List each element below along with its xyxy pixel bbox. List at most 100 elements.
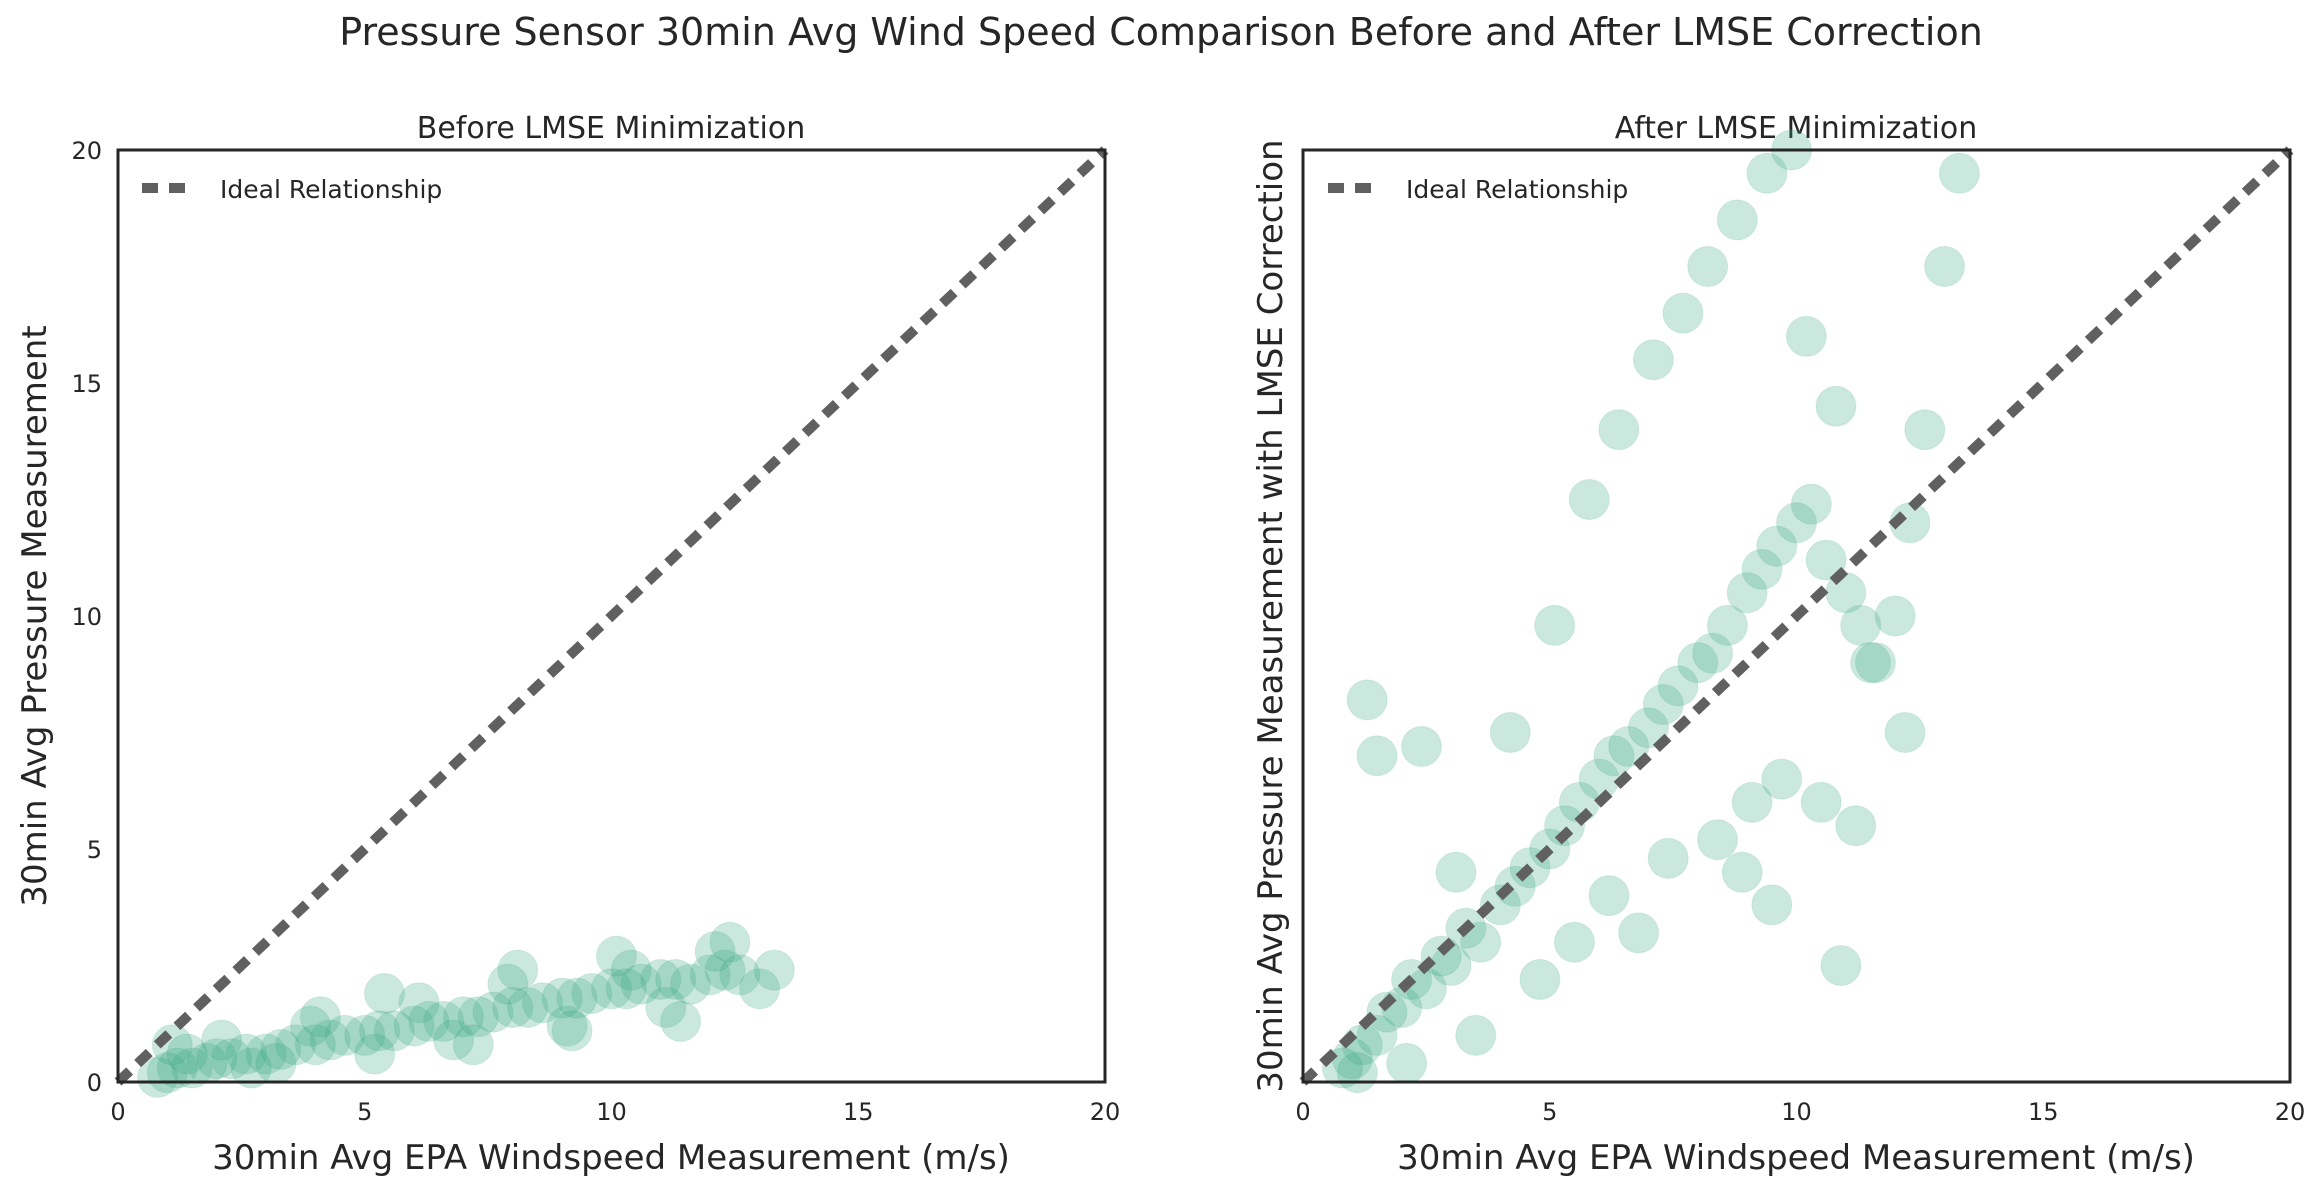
before-data-point — [497, 949, 539, 991]
after-data-point — [1874, 595, 1916, 637]
after-chart-title: After LMSE Minimization — [1615, 111, 1977, 146]
after-data-point — [1726, 572, 1768, 614]
after-data-point — [1618, 912, 1660, 954]
after-ideal-line — [1299, 146, 2294, 1086]
before-data-point — [442, 996, 484, 1038]
before-data-point — [541, 977, 583, 1019]
after-data-point — [1588, 875, 1630, 917]
before-data-point — [309, 1019, 351, 1061]
before-data-point — [620, 963, 662, 1005]
after-data-point — [1568, 479, 1610, 520]
figure-title: Pressure Sensor 30min Avg Wind Speed Com… — [339, 10, 1983, 54]
before-data-point — [521, 982, 563, 1024]
before-data-point — [591, 968, 632, 1010]
before-ideal-line — [114, 146, 1109, 1086]
before-data-point — [393, 1005, 435, 1047]
before-data-point — [507, 986, 549, 1028]
after-data-point — [1489, 712, 1531, 753]
after-data-point — [1455, 1014, 1497, 1056]
before-legend-label: Ideal Relationship — [220, 175, 442, 204]
before-data-point — [556, 977, 598, 1019]
before-plot-frame — [116, 148, 1107, 1084]
after-data-point — [1721, 851, 1763, 893]
before-chart: Before LMSE Minimization 0 5 10 15 20 0 5 10 15… — [15, 111, 1120, 1178]
after-data-point — [1716, 199, 1758, 241]
before-x-ticks: 0 5 10 15 20 — [110, 1098, 1120, 1126]
before-x-tick-label: 10 — [596, 1098, 627, 1126]
after-data-point — [1756, 525, 1798, 567]
before-data-point — [260, 1028, 302, 1070]
after-data-point — [1884, 712, 1926, 753]
before-data-point — [363, 972, 405, 1014]
after-data-point — [1697, 819, 1739, 861]
before-data-point — [433, 1019, 475, 1061]
before-data-point — [423, 1000, 465, 1042]
after-data-point — [1751, 884, 1793, 926]
after-data-point — [1776, 502, 1817, 544]
after-data-point — [1790, 483, 1832, 525]
before-data-point — [136, 1056, 178, 1098]
before-y-tick-label: 20 — [71, 137, 102, 165]
before-x-tick-label: 20 — [1090, 1098, 1121, 1126]
before-data-point — [487, 963, 529, 1005]
after-data-point — [1835, 805, 1877, 847]
after-x-axis-label: 30min Avg EPA Windspeed Measurement (m/s… — [1397, 1138, 2195, 1178]
after-x-tick-label: 10 — [1781, 1098, 1812, 1126]
after-x-tick-label: 20 — [2275, 1098, 2306, 1126]
before-data-point — [694, 931, 736, 973]
after-data-point — [1553, 921, 1595, 963]
after-data-point — [1850, 642, 1892, 684]
before-data-point — [408, 1000, 450, 1042]
before-data-point — [753, 949, 795, 991]
before-data-point — [645, 986, 687, 1028]
after-data-point — [1746, 152, 1788, 194]
after-data-point — [1815, 385, 1857, 427]
after-data-point — [1662, 292, 1704, 334]
after-data-point — [1608, 725, 1650, 767]
before-data-point — [171, 1047, 213, 1089]
before-chart-title: Before LMSE Minimization — [417, 111, 805, 146]
before-points-layer — [136, 921, 795, 1098]
before-data-point — [156, 1047, 198, 1089]
before-data-point — [275, 1024, 317, 1066]
after-data-point — [1534, 604, 1576, 646]
before-data-point — [324, 1014, 366, 1056]
after-data-point — [1761, 758, 1803, 800]
after-data-point — [1593, 735, 1635, 777]
after-data-point — [1938, 152, 1980, 194]
before-y-axis-label: 30min Avg Pressure Measurement — [15, 325, 55, 906]
after-x-tick-label: 15 — [2028, 1098, 2059, 1126]
before-data-point — [610, 949, 652, 991]
before-data-point — [294, 1024, 336, 1066]
after-data-point — [1346, 679, 1388, 721]
after-data-point — [1854, 642, 1896, 684]
after-data-point — [1904, 409, 1946, 451]
before-data-point — [551, 1010, 593, 1052]
before-data-point — [299, 996, 341, 1038]
before-y-tick-label: 15 — [71, 370, 102, 398]
after-data-point — [1657, 665, 1699, 707]
before-data-point — [571, 972, 613, 1014]
after-plot-frame — [1301, 148, 2292, 1084]
after-data-point — [1840, 604, 1882, 646]
before-data-point — [704, 949, 746, 991]
before-data-point — [245, 1033, 287, 1075]
after-data-point — [1692, 632, 1734, 674]
after-data-point — [1677, 642, 1719, 684]
after-legend: Ideal Relationship — [1328, 175, 1628, 204]
before-data-point — [344, 1014, 386, 1056]
before-data-point — [472, 991, 514, 1033]
before-legend: Ideal Relationship — [142, 175, 442, 204]
after-data-point — [1460, 921, 1502, 963]
after-data-point — [1435, 851, 1477, 893]
before-data-point — [211, 1038, 253, 1080]
before-data-point — [398, 982, 440, 1024]
before-x-axis-label: 30min Avg EPA Windspeed Measurement (m/s… — [212, 1138, 1010, 1178]
before-data-point — [689, 954, 731, 996]
before-data-point — [373, 1010, 415, 1052]
after-data-point — [1820, 945, 1862, 986]
before-data-point — [354, 1033, 396, 1075]
after-points-layer — [1321, 129, 1980, 1094]
after-data-point — [1366, 991, 1408, 1033]
after-data-point — [1741, 548, 1783, 590]
